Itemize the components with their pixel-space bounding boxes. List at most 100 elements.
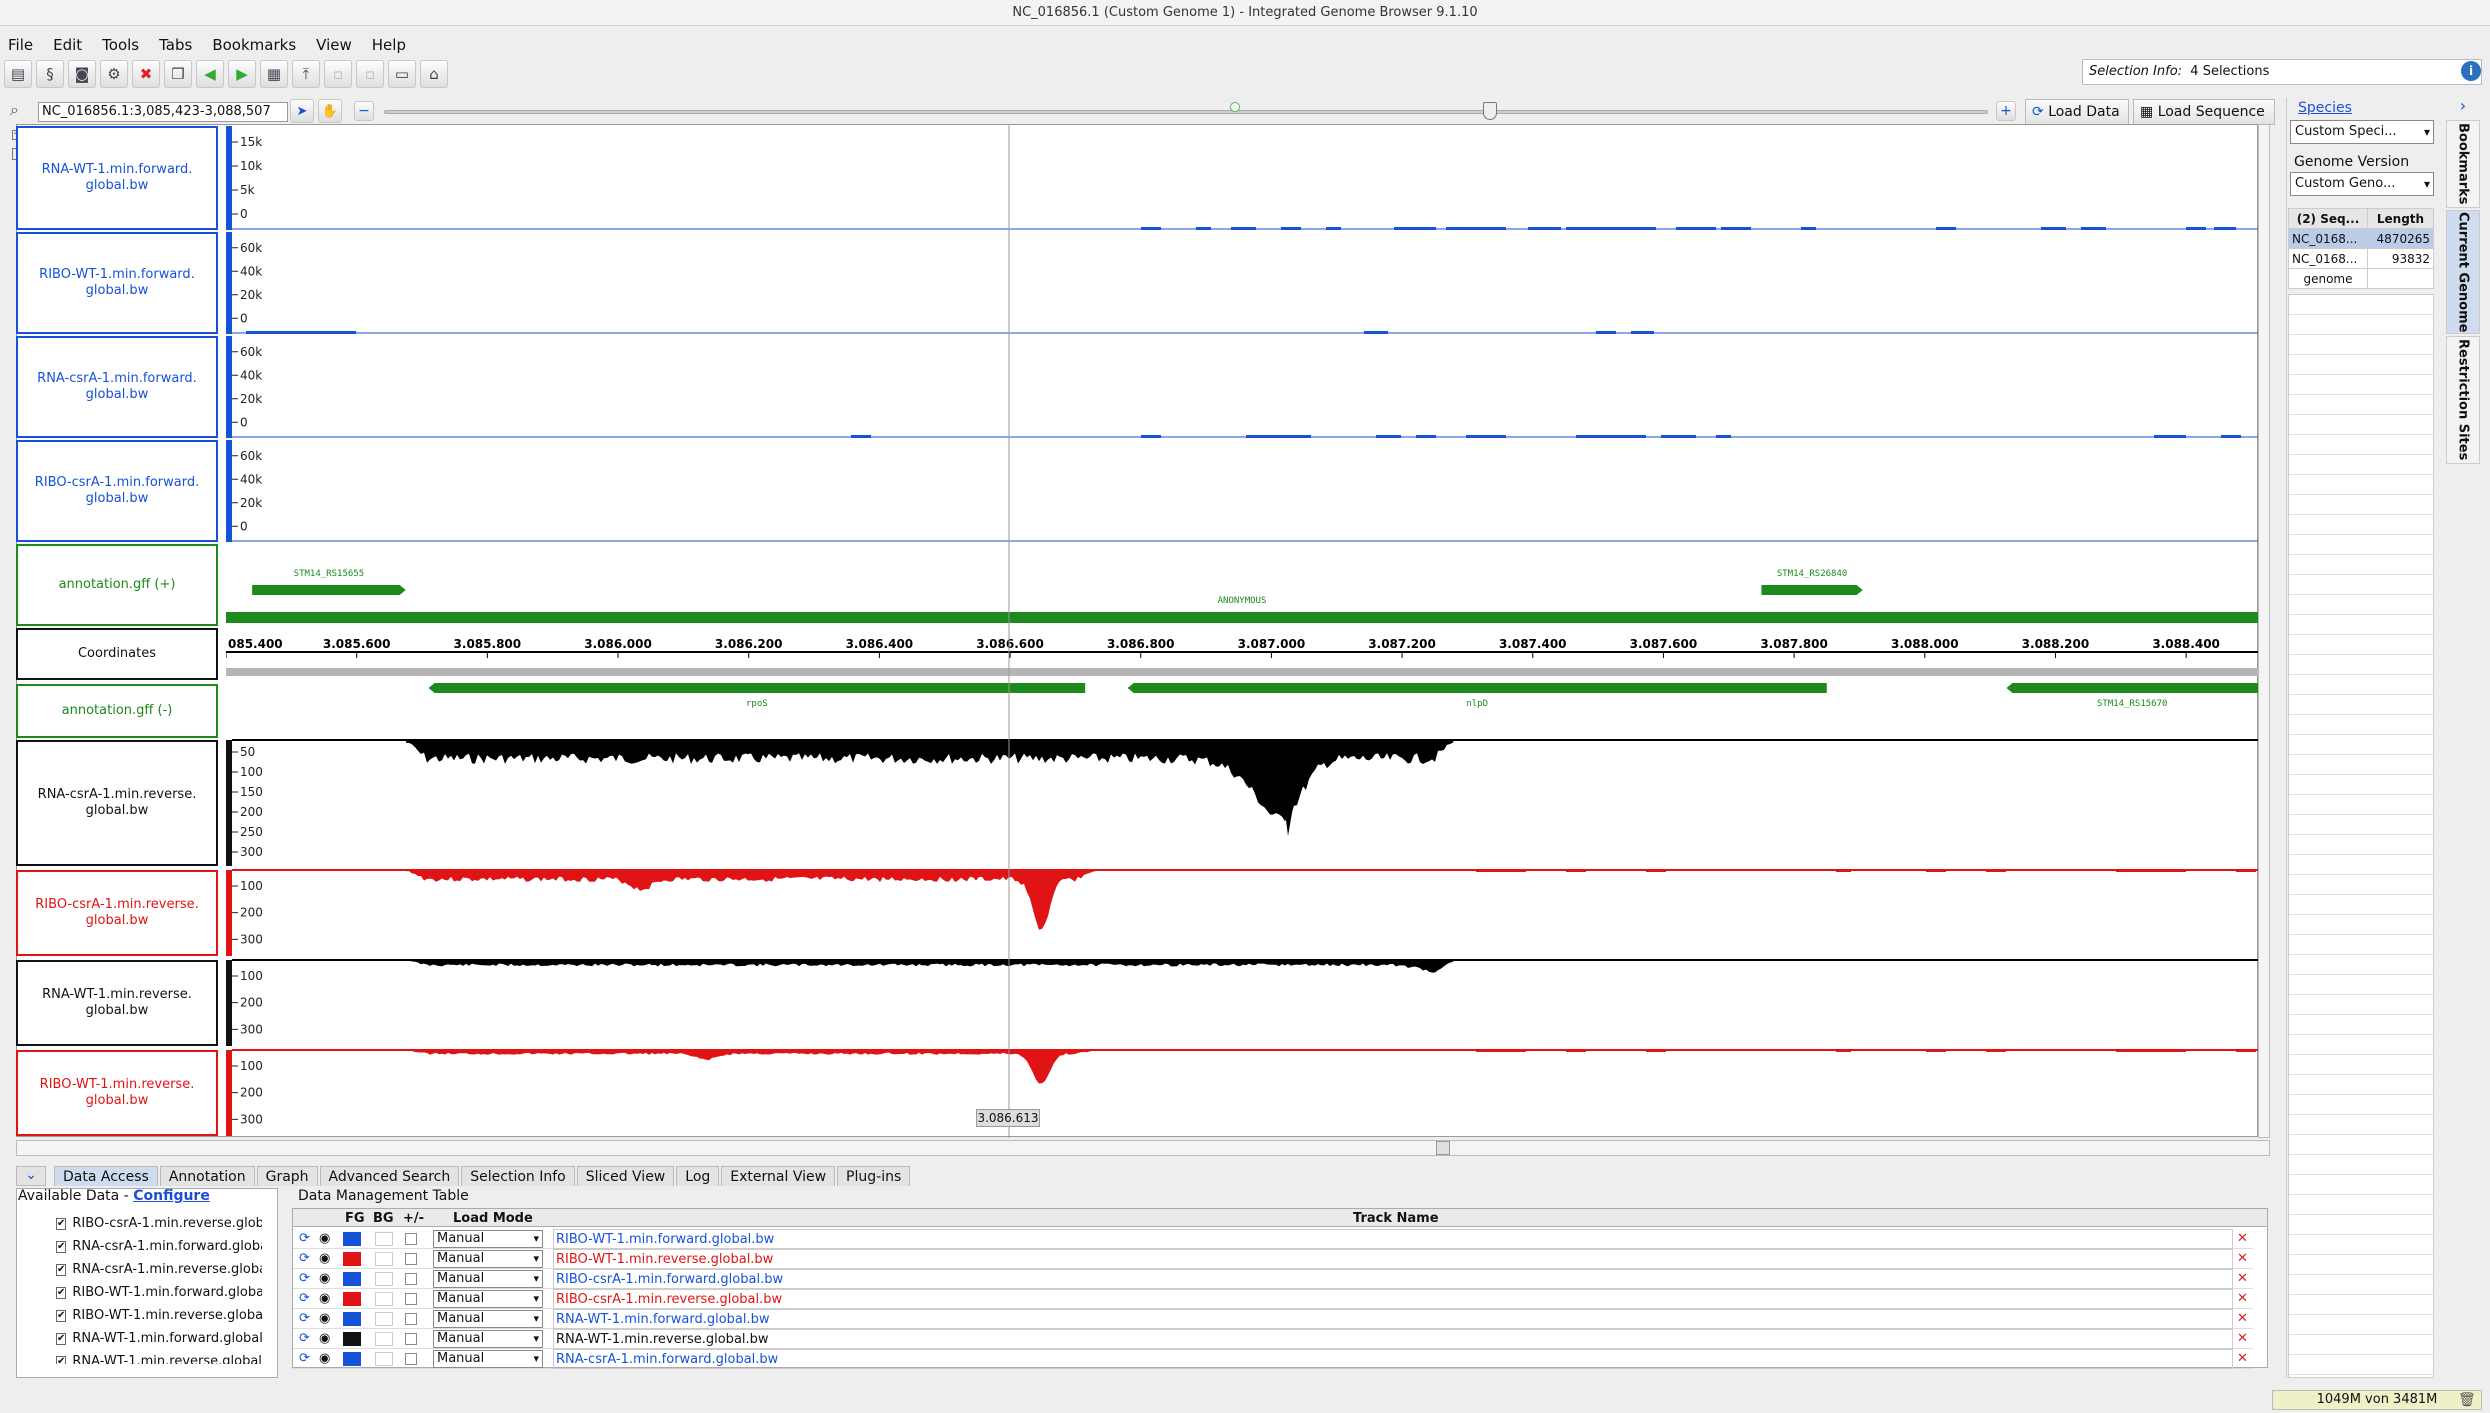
zoom-slider[interactable] (384, 110, 1988, 114)
bookmark-icon[interactable]: ❒ (164, 60, 192, 88)
genome-view[interactable]: 15k 10k 5k 0 60k 40k 20k 0 60k 40k 20k 0 60k 40k 20k 0 5… (226, 124, 2258, 1138)
checkbox[interactable]: ✔ (56, 1310, 66, 1322)
bg-color-swatch[interactable] (375, 1252, 393, 1266)
delete-icon[interactable]: ✕ (2237, 1329, 2248, 1349)
list-item[interactable]: ✔ RNA-csrA-1.min.forward.global.bw (18, 1235, 262, 1258)
load-mode-select[interactable]: Manual (433, 1290, 543, 1308)
bg-color-swatch[interactable] (375, 1332, 393, 1346)
refresh-icon[interactable]: ⟳ (299, 1249, 310, 1269)
track-name-field[interactable]: RNA-csrA-1.min.forward.global.bw (553, 1349, 2233, 1369)
camera-icon[interactable]: ◙ (68, 60, 96, 88)
plusminus-checkbox[interactable] (405, 1353, 417, 1365)
menu-edit[interactable]: Edit (53, 32, 82, 58)
list-item[interactable]: ✔ RIBO-WT-1.min.forward.global.bw (18, 1281, 262, 1304)
track-label[interactable]: RIBO-csrA-1.min.reverse. global.bw (16, 870, 218, 956)
track-label[interactable]: annotation.gff (-) (16, 684, 218, 738)
checkbox[interactable]: ✔ (56, 1356, 66, 1365)
load-data-button[interactable]: ⟳ Load Data (2025, 99, 2129, 125)
track-name-field[interactable]: RNA-WT-1.min.reverse.global.bw (553, 1329, 2233, 1349)
checkbox[interactable]: ✔ (56, 1218, 66, 1230)
species-select[interactable]: Custom Speci... (2290, 120, 2434, 144)
list-item[interactable]: ✔ RIBO-csrA-1.min.reverse.global.bw (18, 1212, 262, 1235)
track-label[interactable]: RNA-csrA-1.min.reverse. global.bw (16, 740, 218, 866)
menu-view[interactable]: View (316, 32, 352, 58)
table-row[interactable]: ⟳ ◉ Manual RIBO-csrA-1.min.reverse.global.b… (293, 1289, 2253, 1309)
track-label[interactable]: Coordinates (16, 628, 218, 680)
blank-icon[interactable]: ▫ (356, 60, 384, 88)
load-mode-select[interactable]: Manual (433, 1310, 543, 1328)
scroll-thumb[interactable] (1436, 1141, 1450, 1155)
hand-tool-icon[interactable]: ✋ (318, 99, 342, 123)
tab-log[interactable]: Log (676, 1166, 719, 1186)
track-name-field[interactable]: RIBO-WT-1.min.forward.global.bw (553, 1229, 2233, 1249)
configure-link[interactable]: Configure (133, 1188, 210, 1204)
plusminus-checkbox[interactable] (405, 1253, 417, 1265)
fg-color-swatch[interactable] (343, 1292, 361, 1306)
track-label[interactable]: RNA-csrA-1.min.forward. global.bw (16, 336, 218, 438)
back-icon[interactable]: ◀ (196, 60, 224, 88)
load-mode-select[interactable]: Manual (433, 1350, 543, 1368)
checkbox[interactable]: ✔ (56, 1241, 66, 1253)
fg-color-swatch[interactable] (343, 1352, 361, 1366)
select-arrow-icon[interactable]: ➤ (290, 99, 314, 123)
seq-name[interactable]: NC_0168... (2289, 229, 2368, 249)
list-item[interactable]: ✔ RNA-WT-1.min.reverse.global.bw (18, 1350, 262, 1364)
tab-advanced-search[interactable]: Advanced Search (320, 1166, 460, 1186)
load-mode-select[interactable]: Manual (433, 1250, 543, 1268)
fg-color-swatch[interactable] (343, 1312, 361, 1326)
menu-help[interactable]: Help (372, 32, 406, 58)
dna-icon[interactable]: § (36, 60, 64, 88)
plusminus-checkbox[interactable] (405, 1313, 417, 1325)
length-header[interactable]: Length (2367, 209, 2433, 229)
eye-icon[interactable]: ◉ (319, 1269, 330, 1289)
data-management-table[interactable]: FG BG +/- Load Mode Track Name ⟳ ◉ Manual R… (292, 1208, 2268, 1368)
checkbox[interactable]: ✔ (56, 1333, 66, 1345)
tab-sliced-view[interactable]: Sliced View (577, 1166, 675, 1186)
tab-graph[interactable]: Graph (257, 1166, 318, 1186)
list-item[interactable]: ✔ RNA-csrA-1.min.reverse.global.bw (18, 1258, 262, 1281)
vertical-scrollbar[interactable] (2258, 124, 2270, 1138)
species-link[interactable]: Species (2298, 100, 2352, 116)
refresh-icon[interactable]: ⟳ (299, 1269, 310, 1289)
seq-name[interactable]: NC_0168... (2289, 249, 2368, 269)
list-item[interactable]: ✔ RIBO-WT-1.min.reverse.global.bw (18, 1304, 262, 1327)
tab-annotation[interactable]: Annotation (160, 1166, 255, 1186)
seq-name[interactable]: genome (2289, 269, 2368, 289)
bg-color-swatch[interactable] (375, 1352, 393, 1366)
table-row[interactable]: ⟳ ◉ Manual RIBO-WT-1.min.reverse.global.bw ✕ (293, 1249, 2253, 1269)
track-label[interactable]: RIBO-csrA-1.min.forward. global.bw (16, 440, 218, 542)
settings-icon[interactable]: ⚙ (100, 60, 128, 88)
delete-icon[interactable]: ✕ (2237, 1249, 2248, 1269)
comment-icon[interactable]: ▭ (388, 60, 416, 88)
tab-external-view[interactable]: External View (721, 1166, 835, 1186)
bg-color-swatch[interactable] (375, 1312, 393, 1326)
eye-icon[interactable]: ◉ (319, 1289, 330, 1309)
track-label[interactable]: RNA-WT-1.min.forward. global.bw (16, 126, 218, 230)
eye-icon[interactable]: ◉ (319, 1329, 330, 1349)
sequence-table[interactable]: (2) Seq... Length NC_0168... 4870265 NC_01… (2288, 208, 2434, 289)
refresh-icon[interactable]: ⟳ (299, 1229, 310, 1249)
chevron-right-icon[interactable]: › (2446, 96, 2480, 116)
load-mode-select[interactable]: Manual (433, 1330, 543, 1348)
track-label[interactable]: RNA-WT-1.min.reverse. global.bw (16, 960, 218, 1046)
location-input[interactable]: NC_016856.1:3,085,423-3,088,507 (38, 102, 288, 122)
menu-bookmarks[interactable]: Bookmarks (212, 32, 296, 58)
load-mode-select[interactable]: Manual (433, 1270, 543, 1288)
open-folder-icon[interactable]: ▤ (4, 60, 32, 88)
horizontal-scrollbar[interactable] (16, 1140, 2270, 1156)
checkbox[interactable]: ✔ (56, 1264, 66, 1276)
fg-color-swatch[interactable] (343, 1272, 361, 1286)
track-label[interactable]: RIBO-WT-1.min.reverse. global.bw (16, 1050, 218, 1136)
eye-icon[interactable]: ◉ (319, 1229, 330, 1249)
info-icon[interactable]: i (2461, 61, 2481, 81)
plusminus-checkbox[interactable] (405, 1273, 417, 1285)
menu-tabs[interactable]: Tabs (159, 32, 192, 58)
refresh-icon[interactable]: ⟳ (299, 1349, 310, 1369)
stop-icon[interactable]: ✖ (132, 60, 160, 88)
eye-icon[interactable]: ◉ (319, 1349, 330, 1369)
refresh-icon[interactable]: ⟳ (299, 1329, 310, 1349)
table-row[interactable]: ⟳ ◉ Manual RIBO-csrA-1.min.forward.global.b… (293, 1269, 2253, 1289)
bg-color-swatch[interactable] (375, 1292, 393, 1306)
plusminus-checkbox[interactable] (405, 1293, 417, 1305)
delete-icon[interactable]: ✕ (2237, 1229, 2248, 1249)
